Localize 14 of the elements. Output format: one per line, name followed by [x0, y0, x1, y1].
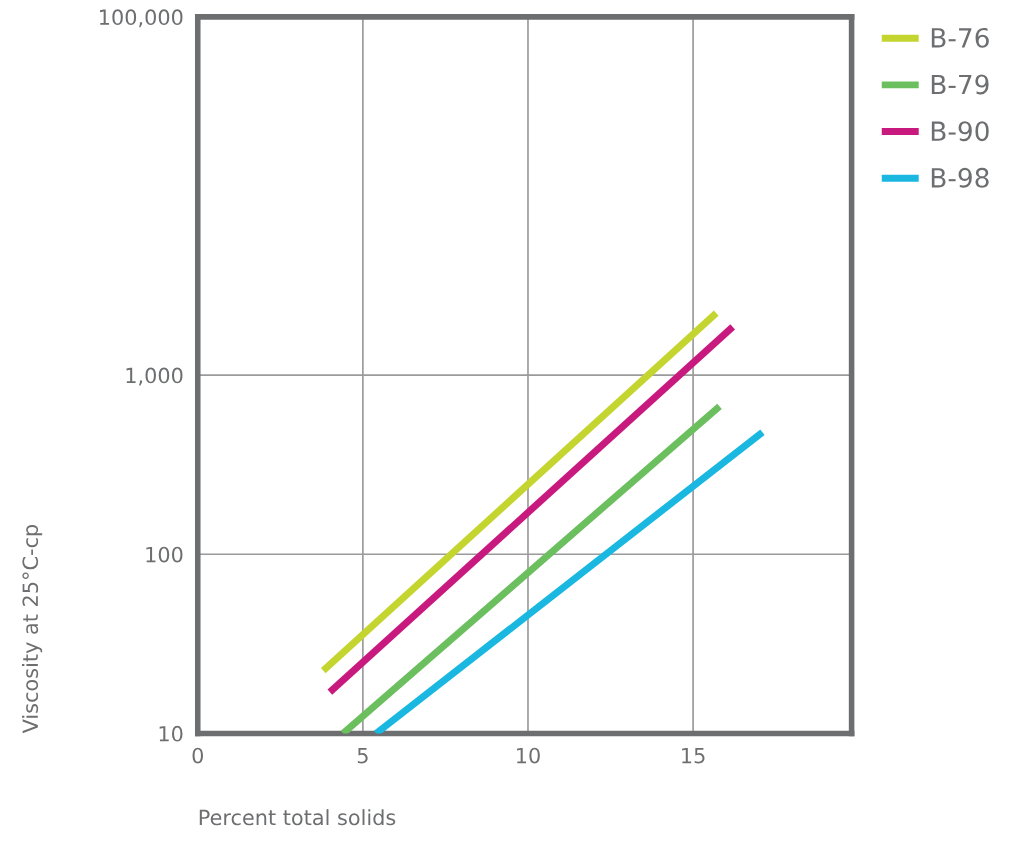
legend-label: B-98 [931, 167, 989, 188]
y-tick-label: 1,000 [126, 367, 183, 386]
x-axis-title: Percent total solids [199, 809, 396, 826]
y-tick-label: 100 [146, 546, 183, 563]
y-tick-label: 10 [159, 725, 183, 742]
legend-label: B-79 [931, 74, 989, 95]
legend-label: B-76 [931, 27, 989, 48]
legend-label: B-90 [931, 121, 989, 142]
x-tick-label: 15 [682, 747, 705, 764]
x-tick-label: 10 [517, 747, 540, 764]
y-tick-label: 100,000 [100, 9, 183, 28]
y-axis-title: Viscosity at 25°C-cp [22, 524, 43, 734]
x-tick-label: 5 [357, 747, 368, 764]
x-tick-label: 0 [192, 747, 204, 764]
